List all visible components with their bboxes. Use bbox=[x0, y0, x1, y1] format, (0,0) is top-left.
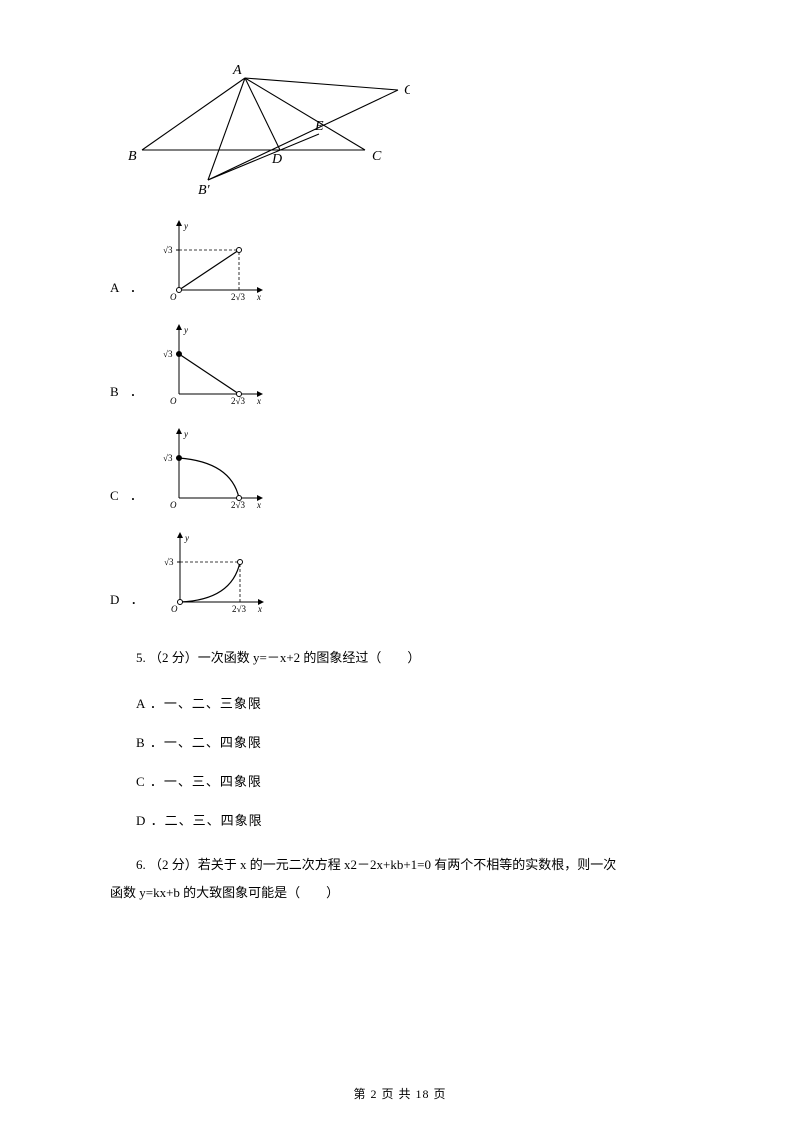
svg-text:B': B' bbox=[198, 183, 211, 198]
q5-choice-a: A ．一、二、三象限 bbox=[110, 693, 690, 712]
svg-text:y: y bbox=[183, 325, 188, 335]
svg-text:O: O bbox=[170, 292, 177, 302]
chart-d: y x O √3 2√3 bbox=[154, 532, 264, 624]
svg-text:O: O bbox=[170, 396, 177, 406]
svg-text:O: O bbox=[170, 500, 177, 510]
svg-text:√3: √3 bbox=[163, 349, 173, 359]
svg-text:2√3: 2√3 bbox=[231, 500, 245, 510]
option-a-row: A ． y x O √3 2√3 bbox=[110, 220, 690, 312]
chart-c: y x O √3 2√3 bbox=[153, 428, 263, 520]
svg-text:x: x bbox=[257, 604, 262, 614]
svg-text:√3: √3 bbox=[163, 245, 173, 255]
svg-text:2√3: 2√3 bbox=[231, 292, 245, 302]
svg-text:2√3: 2√3 bbox=[232, 604, 246, 614]
svg-text:O: O bbox=[171, 604, 178, 614]
option-a-label: A ． bbox=[110, 277, 147, 312]
q5-choice-c: C ．一、三、四象限 bbox=[110, 771, 690, 790]
q5-choice-d: D ．二、三、四象限 bbox=[110, 810, 690, 829]
question-5: 5. （2 分）一次函数 y=－x+2 的图象经过（ ） bbox=[110, 644, 690, 673]
page-footer: 第 2 页 共 18 页 bbox=[0, 1085, 800, 1102]
option-b-label: B ． bbox=[110, 381, 147, 416]
question-6: 6. （2 分）若关于 x 的一元二次方程 x2－2x+kb+1=0 有两个不相… bbox=[110, 851, 690, 908]
svg-text:B: B bbox=[128, 149, 137, 164]
option-c-row: C ． y x O √3 2√3 bbox=[110, 428, 690, 520]
svg-text:D: D bbox=[271, 152, 282, 167]
q6-line1: 6. （2 分）若关于 x 的一元二次方程 x2－2x+kb+1=0 有两个不相… bbox=[110, 851, 690, 880]
option-b-row: B ． y x O √3 2√3 bbox=[110, 324, 690, 416]
option-c-label: C ． bbox=[110, 485, 147, 520]
svg-text:y: y bbox=[183, 429, 188, 439]
svg-text:C': C' bbox=[404, 83, 410, 98]
svg-text:A: A bbox=[232, 63, 242, 78]
svg-text:√3: √3 bbox=[163, 453, 173, 463]
option-d-label: D ． bbox=[110, 589, 148, 624]
svg-text:x: x bbox=[256, 500, 261, 510]
svg-text:x: x bbox=[256, 396, 261, 406]
svg-text:E: E bbox=[314, 119, 324, 134]
svg-text:C: C bbox=[372, 149, 382, 164]
q6-line2: 函数 y=kx+b 的大致图象可能是（ ） bbox=[110, 879, 690, 908]
option-d-row: D ． y x O √3 2√3 bbox=[110, 532, 690, 624]
svg-text:√3: √3 bbox=[164, 557, 174, 567]
q5-choice-b: B ．一、二、四象限 bbox=[110, 732, 690, 751]
svg-text:x: x bbox=[256, 292, 261, 302]
chart-a: y x O √3 2√3 bbox=[153, 220, 263, 312]
chart-b: y x O √3 2√3 bbox=[153, 324, 263, 416]
main-diagram: A B B' C C' D E bbox=[110, 60, 690, 200]
svg-text:y: y bbox=[184, 533, 189, 543]
svg-text:2√3: 2√3 bbox=[231, 396, 245, 406]
svg-text:y: y bbox=[183, 221, 188, 231]
